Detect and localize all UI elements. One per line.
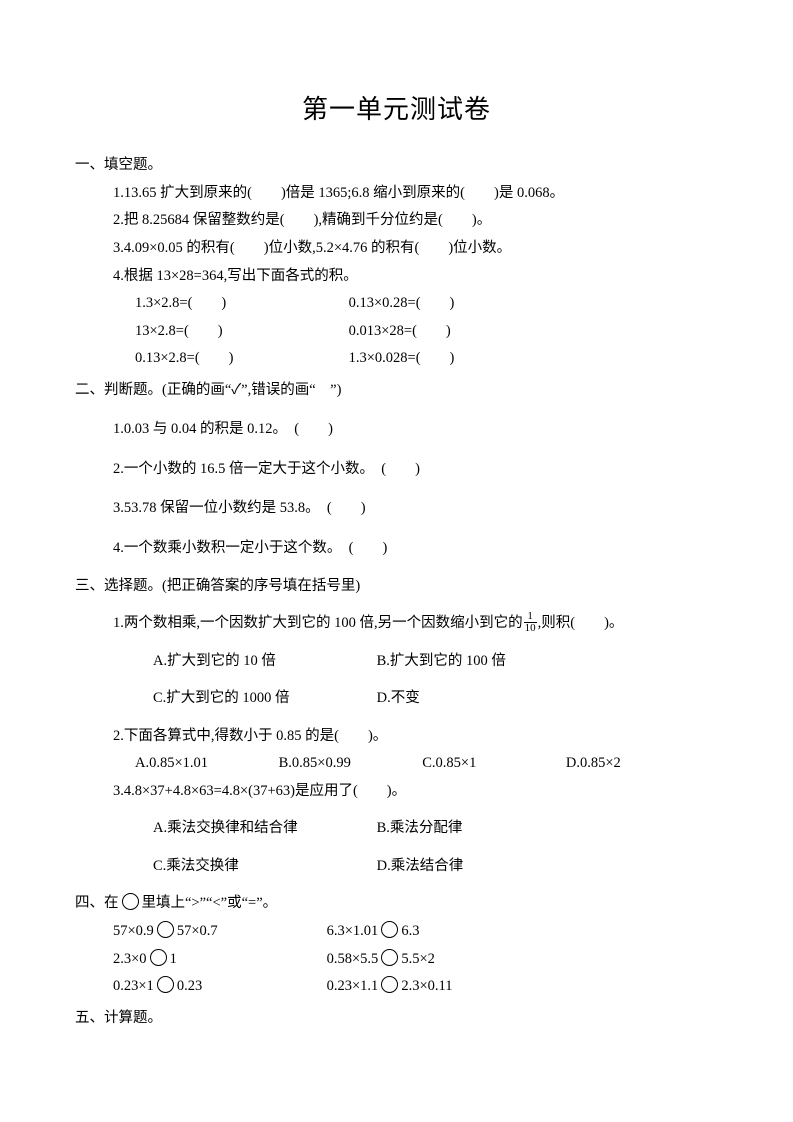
s4-row3: 0.23×1 0.23 0.23×1.1 2.3×0.11 bbox=[75, 973, 718, 1001]
circle-icon bbox=[150, 949, 167, 966]
circle-icon bbox=[157, 921, 174, 938]
s3-q2-b: B.0.85×0.99 bbox=[279, 750, 419, 778]
s4-r1b-l: 6.3×1.01 bbox=[327, 923, 379, 939]
s4-r2a-l: 2.3×0 bbox=[113, 951, 147, 967]
s3-q3-b: B.乘法分配律 bbox=[377, 820, 463, 836]
s1-q4-r2b: 0.013×28=( ) bbox=[349, 323, 451, 339]
s1-q4-row2: 13×2.8=( ) 0.013×28=( ) bbox=[75, 318, 718, 346]
s3-q2: 2.下面各算式中,得数小于 0.85 的是( )。 bbox=[75, 723, 718, 751]
s3-q2-opts: A.0.85×1.01 B.0.85×0.99 C.0.85×1 D.0.85×… bbox=[75, 750, 718, 778]
section-1-header: 一、填空题。 bbox=[75, 152, 718, 180]
test-paper-page: 第一单元测试卷 一、填空题。 1.13.65 扩大到原来的( )倍是 1365;… bbox=[0, 0, 793, 1122]
s3-q2-a: A.0.85×1.01 bbox=[135, 750, 275, 778]
s1-q4-row3: 0.13×2.8=( ) 1.3×0.028=( ) bbox=[75, 345, 718, 373]
s3-q3: 3.4.8×37+4.8×63=4.8×(37+63)是应用了( )。 bbox=[75, 778, 718, 806]
s3-q2-c: C.0.85×1 bbox=[422, 750, 562, 778]
s3-q3-c: C.乘法交换律 bbox=[153, 853, 373, 881]
s1-q4-r3a: 0.13×2.8=( ) bbox=[135, 345, 345, 373]
s4-r2b-l: 0.58×5.5 bbox=[327, 951, 379, 967]
s1-q4-row1: 1.3×2.8=( ) 0.13×0.28=( ) bbox=[75, 290, 718, 318]
s3-q1-opts-row2: C.扩大到它的 1000 倍 D.不变 bbox=[75, 685, 718, 713]
s1-q1: 1.13.65 扩大到原来的( )倍是 1365;6.8 缩小到原来的( )是 … bbox=[75, 180, 718, 208]
s3-q3-opts-row1: A.乘法交换律和结合律 B.乘法分配律 bbox=[75, 815, 718, 843]
circle-icon bbox=[381, 949, 398, 966]
circle-icon bbox=[157, 976, 174, 993]
s4-r3b-l: 0.23×1.1 bbox=[327, 978, 379, 994]
s4-header-pre: 四、在 bbox=[75, 895, 119, 911]
s1-q4-r2a: 13×2.8=( ) bbox=[135, 318, 345, 346]
s1-q3: 3.4.09×0.05 的积有( )位小数,5.2×4.76 的积有( )位小数… bbox=[75, 235, 718, 263]
s3-q2-d: D.0.85×2 bbox=[566, 755, 621, 771]
circle-icon bbox=[381, 921, 398, 938]
s4-row1: 57×0.9 57×0.7 6.3×1.01 6.3 bbox=[75, 918, 718, 946]
section-3-header: 三、选择题。(把正确答案的序号填在括号里) bbox=[75, 573, 718, 601]
s1-q4-r1a: 1.3×2.8=( ) bbox=[135, 290, 345, 318]
s3-q1: 1.两个数相乘,一个因数扩大到它的 100 倍,另一个因数缩小到它的110,则积… bbox=[75, 610, 718, 638]
s4-r2b-r: 5.5×2 bbox=[401, 951, 435, 967]
s3-q1-c: C.扩大到它的 1000 倍 bbox=[153, 685, 373, 713]
s4-r1a-r: 57×0.7 bbox=[177, 923, 218, 939]
s3-q1-post: ,则积( )。 bbox=[538, 615, 624, 631]
s1-q4-r3b: 1.3×0.028=( ) bbox=[349, 350, 455, 366]
section-2-header: 二、判断题。(正确的画“✓”,错误的画“ ”) bbox=[75, 377, 718, 405]
s4-r3a-r: 0.23 bbox=[177, 978, 202, 994]
s1-q4-r1b: 0.13×0.28=( ) bbox=[349, 295, 455, 311]
s2-q3: 3.53.78 保留一位小数约是 53.8。 ( ) bbox=[113, 495, 718, 523]
section-5-header: 五、计算题。 bbox=[75, 1005, 718, 1033]
s4-row2: 2.3×0 1 0.58×5.5 5.5×2 bbox=[75, 946, 718, 974]
s3-q3-opts-row2: C.乘法交换律 D.乘法结合律 bbox=[75, 853, 718, 881]
s3-q1-pre: 1.两个数相乘,一个因数扩大到它的 100 倍,另一个因数缩小到它的 bbox=[113, 615, 523, 631]
page-title: 第一单元测试卷 bbox=[75, 85, 718, 134]
s4-r1a-l: 57×0.9 bbox=[113, 923, 154, 939]
section-4-header: 四、在 里填上“>”“<”或“=”。 bbox=[75, 890, 718, 918]
s4-r2a-r: 1 bbox=[170, 951, 177, 967]
s3-q1-a: A.扩大到它的 10 倍 bbox=[153, 648, 373, 676]
s3-q1-b: B.扩大到它的 100 倍 bbox=[377, 653, 506, 669]
s2-q4: 4.一个数乘小数积一定小于这个数。 ( ) bbox=[113, 535, 718, 563]
s1-q2: 2.把 8.25684 保留整数约是( ),精确到千分位约是( )。 bbox=[75, 207, 718, 235]
s3-q1-opts-row1: A.扩大到它的 10 倍 B.扩大到它的 100 倍 bbox=[75, 648, 718, 676]
s2-q1: 1.0.03 与 0.04 的积是 0.12。 ( ) bbox=[113, 416, 718, 444]
s4-r3b-r: 2.3×0.11 bbox=[401, 978, 452, 994]
s3-q3-a: A.乘法交换律和结合律 bbox=[153, 815, 373, 843]
s4-r3a-l: 0.23×1 bbox=[113, 978, 154, 994]
circle-icon bbox=[381, 976, 398, 993]
s4-header-post: 里填上“>”“<”或“=”。 bbox=[142, 895, 278, 911]
s4-r1b-r: 6.3 bbox=[401, 923, 419, 939]
s1-q4-head: 4.根据 13×28=364,写出下面各式的积。 bbox=[75, 263, 718, 291]
s3-q3-d: D.乘法结合律 bbox=[377, 858, 464, 874]
fraction-icon: 110 bbox=[524, 611, 537, 634]
circle-icon bbox=[122, 893, 139, 910]
s2-body: 1.0.03 与 0.04 的积是 0.12。 ( ) 2.一个小数的 16.5… bbox=[75, 416, 718, 562]
s2-q2: 2.一个小数的 16.5 倍一定大于这个小数。 ( ) bbox=[113, 456, 718, 484]
s3-q1-d: D.不变 bbox=[377, 690, 420, 706]
